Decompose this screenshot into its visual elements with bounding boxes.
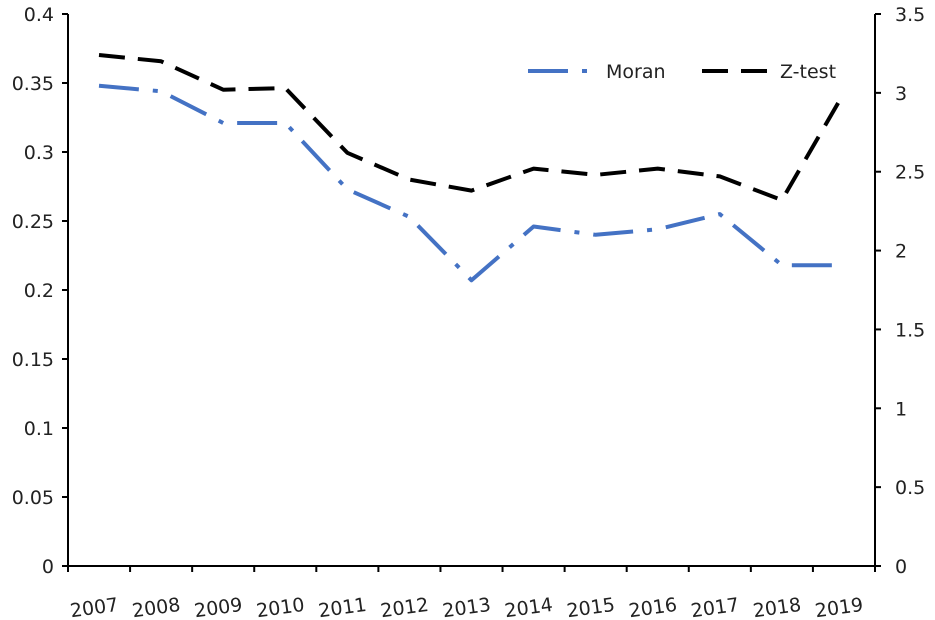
x-tick-label: 2017: [689, 594, 740, 620]
legend: Moran Z-test: [528, 61, 836, 83]
x-tick-label: 2009: [193, 594, 244, 620]
x-tick-label: 2016: [627, 594, 678, 620]
y-right-tick-label: 2: [895, 241, 907, 263]
y-right-tick-label: 0: [895, 556, 907, 578]
y-left-tick-label: 0.15: [12, 349, 54, 371]
x-tick-label: 2007: [69, 594, 120, 620]
x-tick-label: 2008: [131, 594, 182, 620]
y-left-tick-label: 0.2: [24, 280, 54, 302]
y-right-tick-label: 3: [895, 83, 907, 105]
x-tick-label: 2013: [441, 594, 492, 620]
series-lines: [98, 53, 846, 283]
y-right-tick-label: 2.5: [895, 162, 925, 184]
x-tick-label: 2018: [752, 594, 803, 620]
series-line-z-test: [98, 53, 846, 203]
legend-label: Z-test: [780, 61, 836, 83]
x-tick-label: 2014: [503, 594, 554, 620]
axes: 0 0.05 0.1 0.15 0.2 0.25 0.3 0.35 0.4 0 0.5 1 1.5 2 2.…: [12, 4, 926, 620]
series-line-moran: [98, 83, 844, 283]
y-right-tick-label: 1.5: [895, 319, 925, 341]
y-right-tick-label: 3.5: [895, 4, 925, 26]
y-left-tick-label: 0.1: [24, 418, 54, 440]
y-left-tick-label: 0.4: [24, 4, 54, 26]
x-tick-label: 2019: [814, 594, 865, 620]
y-left-tick-label: 0.25: [12, 211, 54, 233]
x-tick-label: 2011: [317, 594, 368, 620]
y-left-tick-label: 0.35: [12, 73, 54, 95]
x-tick-label: 2015: [565, 594, 616, 620]
y-left-tick-label: 0: [42, 556, 54, 578]
legend-label: Moran: [606, 61, 666, 83]
x-tick-label: 2012: [379, 594, 430, 620]
y-right-tick-label: 0.5: [895, 477, 925, 499]
x-tick-label: 2010: [255, 594, 306, 620]
y-right-tick-label: 1: [895, 398, 907, 420]
y-left-tick-label: 0.3: [24, 142, 54, 164]
y-left-tick-label: 0.05: [12, 487, 54, 509]
